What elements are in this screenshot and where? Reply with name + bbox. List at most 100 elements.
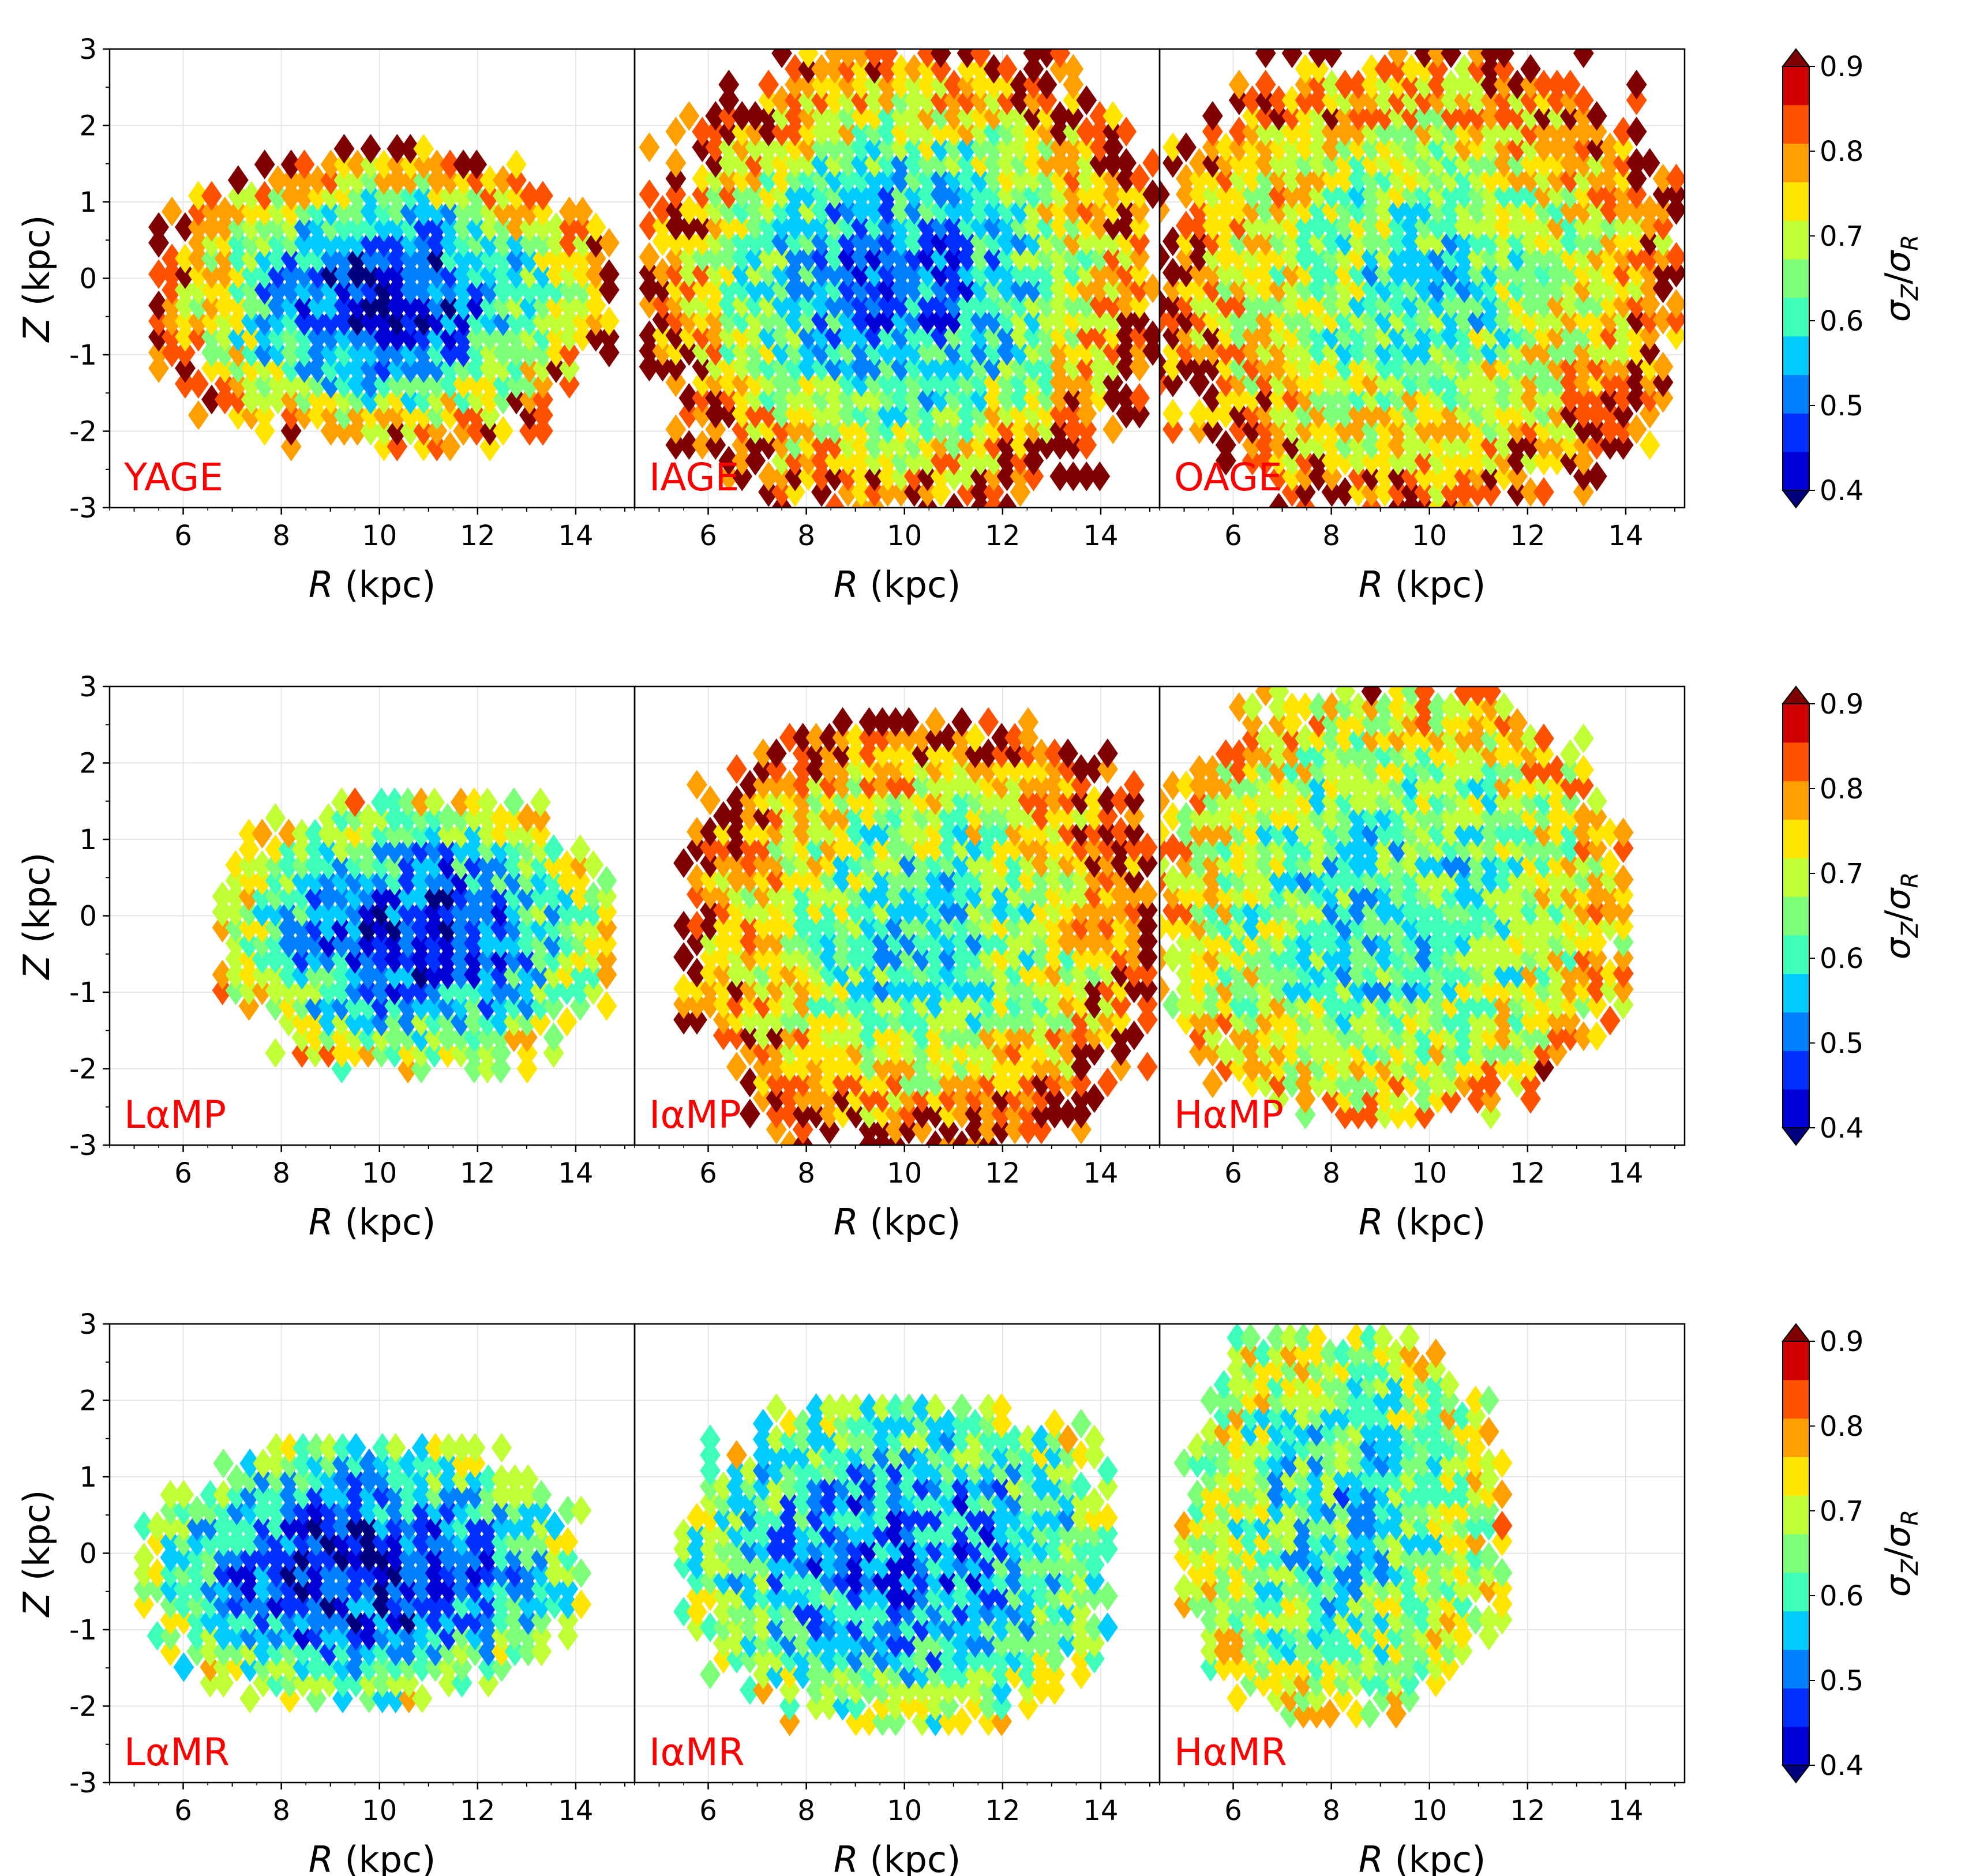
heatmap-cell [771, 336, 793, 366]
heatmap-cell [1255, 990, 1276, 1020]
heatmap-cell [1123, 973, 1145, 1004]
heatmap-cell [1295, 1037, 1316, 1067]
heatmap-cell [1321, 367, 1342, 397]
heatmap-cell [758, 336, 779, 366]
heatmap-cell [970, 117, 991, 147]
heatmap-cell [1228, 273, 1250, 303]
heatmap-cell [413, 369, 434, 399]
heatmap-cell [1480, 958, 1501, 989]
heatmap-cell [1348, 692, 1369, 722]
heatmap-cell [1520, 383, 1541, 413]
heatmap-cell [516, 959, 538, 990]
heatmap-cell [1162, 305, 1183, 335]
heatmap-cell [384, 928, 406, 959]
heatmap-cell [1467, 896, 1488, 926]
heatmap-cell [858, 879, 880, 910]
heatmap-cell [805, 1067, 827, 1098]
x-tick-label: 6 [699, 1157, 717, 1190]
heatmap-cell [188, 212, 209, 242]
heatmap-cell [214, 353, 235, 383]
heatmap-cell [1427, 786, 1449, 816]
heatmap-cell [479, 353, 501, 383]
heatmap-cell [516, 897, 538, 927]
heatmap-cell [1116, 163, 1137, 194]
heatmap-cell [1387, 414, 1409, 444]
heatmap-cell [1202, 833, 1223, 864]
heatmap-cell [1387, 54, 1409, 84]
heatmap-cell [278, 913, 299, 943]
heatmap-cell [1295, 1100, 1316, 1130]
heatmap-cell [307, 369, 328, 399]
heatmap-cell [213, 1605, 234, 1635]
heatmap-cell [758, 257, 779, 288]
heatmap-cell [726, 942, 747, 972]
heatmap-cell [1427, 101, 1449, 131]
heatmap-cell [1036, 383, 1058, 413]
heatmap-cell [397, 913, 418, 943]
heatmap-cell [819, 722, 840, 753]
heatmap-cell [1387, 1005, 1409, 1035]
heatmap-cell [877, 54, 898, 84]
heatmap-cell [1334, 117, 1356, 147]
heatmap-cell [373, 243, 395, 273]
heatmap-cell [397, 991, 418, 1021]
heatmap-cell [1414, 69, 1435, 100]
heatmap-cell [1268, 1068, 1289, 1098]
x-tick-label: 10 [887, 520, 922, 552]
heatmap-cell [1018, 1083, 1038, 1113]
heatmap-cell [226, 1495, 247, 1526]
heatmap-cell [779, 816, 800, 847]
heatmap-cell [1586, 351, 1607, 382]
heatmap-cell [732, 399, 753, 429]
heatmap-cell [739, 816, 760, 847]
heatmap-cell [1071, 801, 1092, 831]
heatmap-cell [885, 848, 906, 878]
heatmap-cell [1023, 430, 1044, 460]
heatmap-cell [692, 305, 713, 335]
heatmap-cell [1573, 911, 1594, 941]
heatmap-cell [546, 290, 567, 321]
heatmap-cell [898, 1098, 920, 1129]
heatmap-cell [360, 149, 381, 179]
heatmap-cell [1599, 132, 1621, 163]
heatmap-cell [1586, 132, 1607, 163]
heatmap-cell [785, 211, 806, 241]
heatmap-cell [877, 132, 898, 163]
heatmap-cell [832, 926, 853, 956]
heatmap-cell [1295, 461, 1316, 491]
heatmap-cell [397, 1053, 418, 1084]
heatmap-cell [493, 322, 513, 352]
heatmap-cell [1281, 242, 1303, 272]
heatmap-cell [1076, 305, 1097, 335]
heatmap-cell [1612, 211, 1634, 241]
heatmap-cell [832, 1052, 853, 1082]
heatmap-cell [1228, 1005, 1250, 1035]
heatmap-cell [858, 1020, 880, 1050]
heatmap-cell [1188, 817, 1210, 847]
heatmap-cell [1255, 880, 1276, 910]
heatmap-cell [1076, 163, 1097, 194]
heatmap-cell [1010, 179, 1031, 209]
heatmap-cell [970, 461, 991, 491]
heatmap-cell [819, 864, 840, 894]
heatmap-cell [1049, 211, 1071, 241]
heatmap-cell [292, 1652, 313, 1682]
heatmap-cell [1467, 195, 1488, 225]
heatmap-cell [996, 195, 1018, 225]
heatmap-cell [1031, 958, 1052, 988]
heatmap-cell [1573, 289, 1594, 319]
heatmap-cell [241, 212, 262, 242]
heatmap-cell [254, 243, 275, 273]
heatmap-cell [1321, 1037, 1342, 1067]
heatmap-cell [453, 290, 474, 321]
heatmap-cell [225, 944, 246, 974]
heatmap-cell [1023, 367, 1044, 397]
heatmap-cell [200, 1620, 221, 1651]
heatmap-cell [912, 942, 933, 972]
heatmap-cell [1427, 69, 1449, 100]
heatmap-cell [1215, 1052, 1236, 1083]
heatmap-cell [983, 273, 1004, 303]
heatmap-cell [1123, 848, 1145, 878]
heatmap-cell [1520, 927, 1541, 958]
heatmap-cell [1520, 430, 1541, 460]
